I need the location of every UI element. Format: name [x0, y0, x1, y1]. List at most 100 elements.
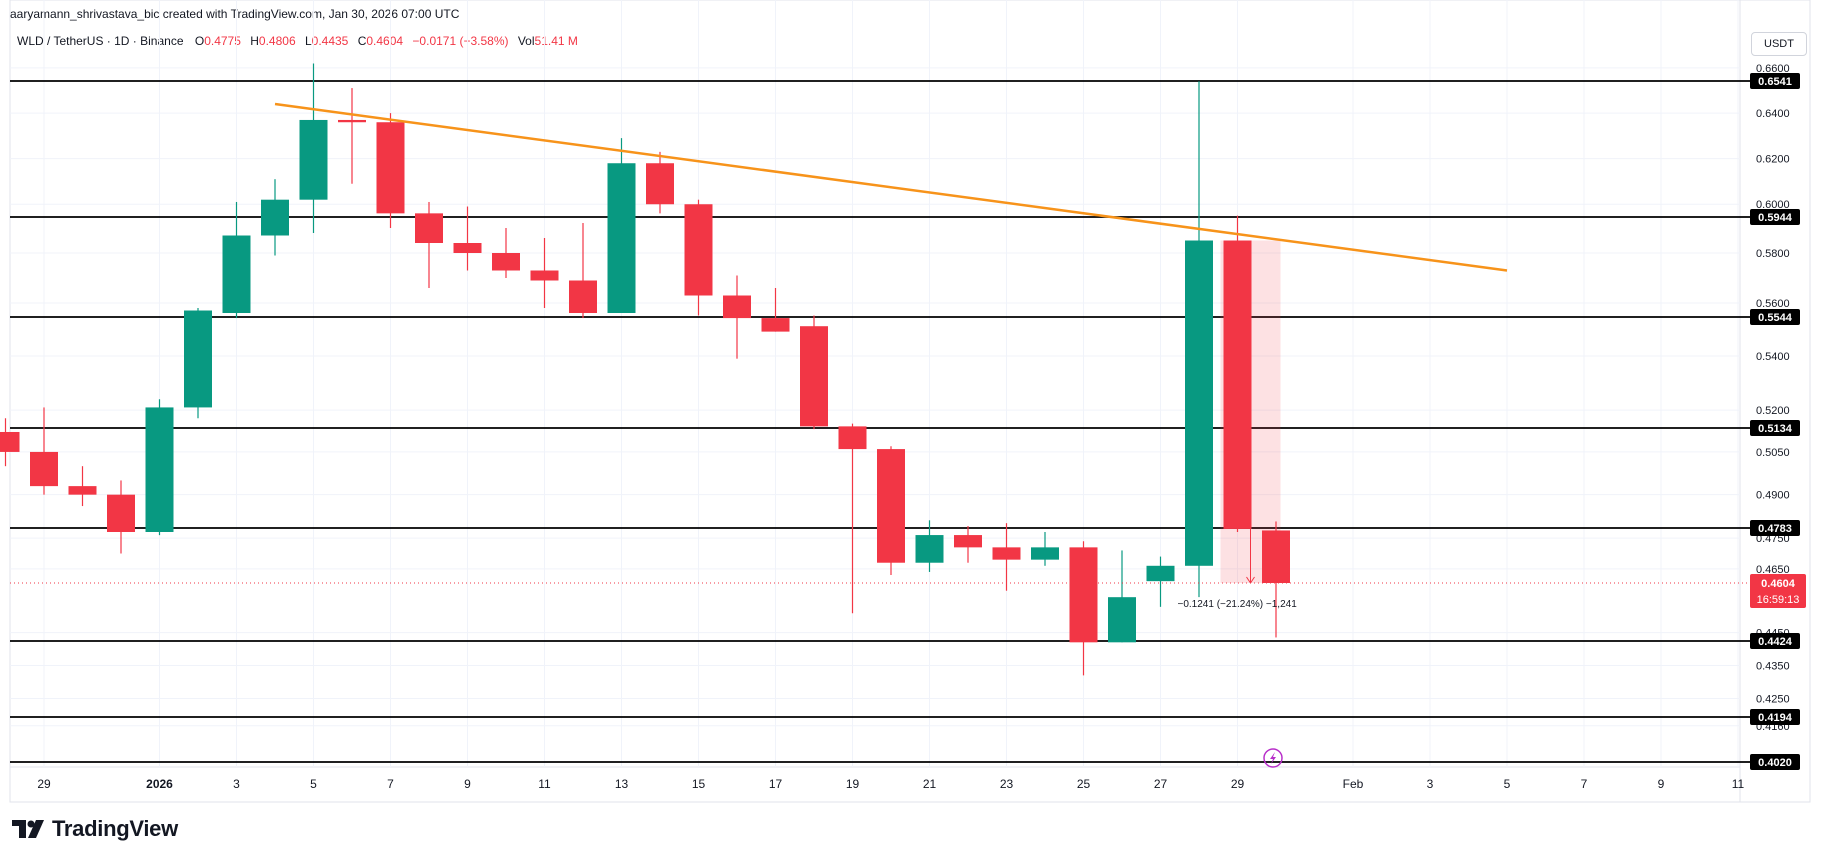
- tradingview-logo: TradingView: [12, 816, 178, 842]
- level-price-label: 0.4783: [1758, 523, 1792, 535]
- candle-body: [492, 253, 520, 271]
- y-tick-label: 0.4350: [1756, 660, 1790, 672]
- candle-body: [761, 318, 790, 332]
- level-price-badge: [1750, 754, 1800, 770]
- current-price-badge: [1750, 574, 1806, 608]
- x-tick-label: 7: [387, 777, 394, 791]
- open-value: 0.4775: [204, 34, 241, 48]
- candle-body: [838, 426, 867, 450]
- low-label: L: [304, 34, 312, 48]
- candle-body: [68, 486, 97, 495]
- candle-body: [992, 547, 1021, 560]
- change-value: −0.0171 (−3.58%): [412, 34, 509, 48]
- current-price-label: 0.4604: [1761, 578, 1796, 590]
- candle-body: [569, 280, 597, 313]
- candle-body: [261, 199, 289, 236]
- level-price-badge: [1750, 420, 1800, 436]
- candle-body: [607, 163, 636, 313]
- x-tick-label: 17: [769, 777, 783, 791]
- level-price-label: 0.4424: [1758, 636, 1793, 648]
- symbol-label[interactable]: WLD / TetherUS · 1D · Binance: [17, 34, 184, 48]
- level-price-label: 0.5944: [1758, 212, 1793, 224]
- attribution-text: aaryamann_shrivastava_bic created with T…: [10, 7, 460, 21]
- x-tick-label: 9: [1658, 777, 1665, 791]
- candle-body: [1146, 565, 1175, 582]
- x-tick-label: 27: [1154, 777, 1168, 791]
- candle-body: [145, 407, 174, 532]
- candle-body: [877, 449, 905, 563]
- candle-body: [646, 163, 674, 205]
- candle-body: [1108, 597, 1136, 643]
- x-tick-label: 5: [310, 777, 317, 791]
- candle-body: [376, 122, 405, 214]
- close-label: C: [357, 34, 367, 48]
- lightning-bolt-glyph: [1270, 752, 1276, 764]
- level-price-label: 0.6541: [1758, 76, 1792, 88]
- x-tick-label: 7: [1581, 777, 1588, 791]
- candle-body: [299, 119, 328, 200]
- x-tick-label: 23: [1000, 777, 1014, 791]
- brand-name: TradingView: [52, 816, 178, 841]
- x-tick-label: 5: [1504, 777, 1511, 791]
- candle-body: [1262, 530, 1290, 583]
- candle-body: [723, 295, 751, 319]
- level-price-label: 0.5134: [1758, 423, 1793, 435]
- high-value: 0.4806: [258, 34, 296, 48]
- level-price-badge: [1750, 73, 1800, 89]
- x-tick-label: 9: [464, 777, 471, 791]
- x-tick-label: 25: [1077, 777, 1091, 791]
- candle-body: [0, 431, 20, 452]
- y-tick-label: 0.6000: [1756, 199, 1790, 211]
- candle-body: [1185, 240, 1213, 566]
- currency-selector[interactable]: USDT: [1751, 32, 1807, 56]
- y-tick-label: 0.5600: [1756, 298, 1790, 310]
- descending-trendline: [274, 102, 1508, 272]
- candle-body: [453, 243, 482, 253]
- y-tick-label: 0.4750: [1756, 533, 1790, 545]
- measure-label: −0.1241 (−21.24%) −1,241: [1178, 599, 1298, 610]
- x-tick-label: 19: [846, 777, 860, 791]
- y-tick-label: 0.5050: [1756, 447, 1790, 459]
- x-tick-label: 21: [923, 777, 937, 791]
- x-tick-label: 2026: [146, 777, 173, 791]
- candle-body: [338, 119, 366, 123]
- level-price-label: 0.5544: [1758, 312, 1793, 324]
- chart-frame: [9, 0, 1811, 803]
- y-tick-label: 0.6400: [1756, 108, 1790, 120]
- candle-body: [1223, 240, 1252, 529]
- y-tick-label: 0.6600: [1756, 63, 1790, 75]
- candle-body: [915, 535, 944, 563]
- y-tick-label: 0.5200: [1756, 405, 1790, 417]
- candle-body: [954, 535, 982, 548]
- low-value: 0.4435: [311, 34, 349, 48]
- price-chart[interactable]: 0.6600 0.6400 0.6200 0.6000 0.5800 0.5600 0.54…: [0, 0, 1825, 810]
- candle-body: [184, 310, 212, 408]
- x-tick-label: 29: [37, 777, 51, 791]
- volume-value: 51.41 M: [534, 34, 578, 48]
- level-price-badge: [1750, 520, 1800, 536]
- tradingview-logo-icon: [12, 820, 44, 838]
- x-tick-label: 11: [538, 777, 551, 791]
- x-tick-label: 3: [233, 777, 240, 791]
- x-tick-label: 13: [615, 777, 629, 791]
- countdown-label: 16:59:13: [1757, 594, 1800, 606]
- candle-body: [415, 213, 443, 243]
- candle-body: [30, 451, 58, 487]
- ohlc-legend: WLD / TetherUS · 1D · Binance O0.4775 H0…: [17, 34, 584, 48]
- x-tick-label: Feb: [1343, 777, 1364, 791]
- level-price-badge: [1750, 633, 1800, 649]
- x-tick-label: 29: [1231, 777, 1245, 791]
- candle-body: [222, 235, 251, 313]
- close-value: 0.4604: [366, 34, 404, 48]
- x-tick-label: 11: [1732, 777, 1745, 791]
- y-tick-label: 0.4900: [1756, 490, 1790, 502]
- open-label: O: [194, 34, 205, 48]
- lightning-icon: [1263, 748, 1283, 768]
- candle-body: [530, 270, 559, 281]
- candle-body: [1031, 547, 1059, 560]
- x-tick-label: 3: [1427, 777, 1434, 791]
- y-tick-label: 0.6200: [1756, 154, 1790, 166]
- level-price-badge: [1750, 309, 1800, 325]
- x-tick-label: 15: [692, 777, 706, 791]
- level-price-label: 0.4020: [1758, 757, 1792, 769]
